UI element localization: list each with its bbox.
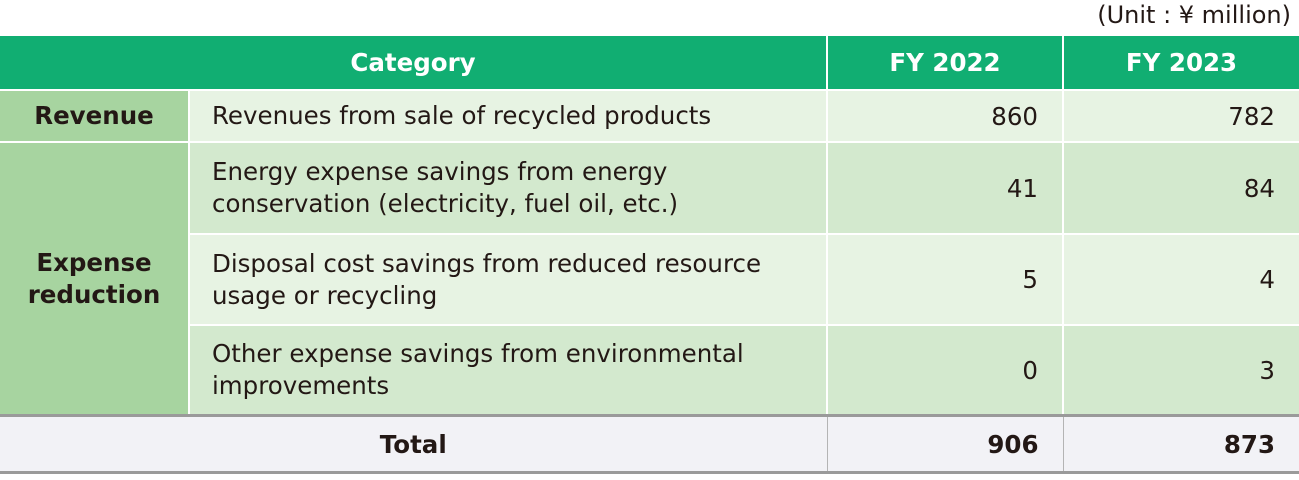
table-row: Other expense savings from environmental… bbox=[0, 324, 1299, 416]
row-value-fy2023: 782 bbox=[1062, 89, 1299, 142]
total-fy2023: 873 bbox=[1062, 414, 1299, 474]
total-fy2022: 906 bbox=[826, 414, 1064, 474]
unit-label: (Unit : ¥ million) bbox=[1097, 1, 1291, 29]
table-row: Expense reduction Energy expense savings… bbox=[0, 141, 1299, 416]
category-revenue: Revenue bbox=[0, 89, 189, 142]
row-item: Revenues from sale of recycled products bbox=[187, 89, 828, 142]
row-value-fy2022: 860 bbox=[826, 89, 1064, 142]
row-value-fy2023: 84 bbox=[1062, 141, 1299, 234]
total-label: Total bbox=[0, 414, 828, 474]
row-value-fy2022: 0 bbox=[826, 324, 1064, 416]
row-item: Disposal cost savings from reduced resou… bbox=[187, 233, 828, 325]
table-row: Revenue Revenues from sale of recycled p… bbox=[0, 89, 1299, 142]
row-value-fy2022: 41 bbox=[826, 141, 1064, 234]
total-row: Total 906 873 bbox=[0, 414, 1299, 474]
header-category: Category bbox=[0, 36, 828, 90]
header-fy2023: FY 2023 bbox=[1062, 36, 1299, 90]
row-value-fy2023: 4 bbox=[1062, 233, 1299, 325]
row-value-fy2023: 3 bbox=[1062, 324, 1299, 416]
cost-benefit-table: Category FY 2022 FY 2023 Revenue Revenue… bbox=[0, 36, 1299, 474]
table-row: Disposal cost savings from reduced resou… bbox=[0, 233, 1299, 325]
table-header-row: Category FY 2022 FY 2023 bbox=[0, 36, 1299, 90]
row-item: Energy expense savings from energy conse… bbox=[187, 141, 828, 234]
category-expense-reduction: Expense reduction bbox=[0, 141, 189, 416]
row-value-fy2022: 5 bbox=[826, 233, 1064, 325]
row-item: Other expense savings from environmental… bbox=[187, 324, 828, 416]
category-expense-reduction-label: Expense reduction bbox=[27, 247, 161, 309]
header-fy2022: FY 2022 bbox=[826, 36, 1064, 90]
